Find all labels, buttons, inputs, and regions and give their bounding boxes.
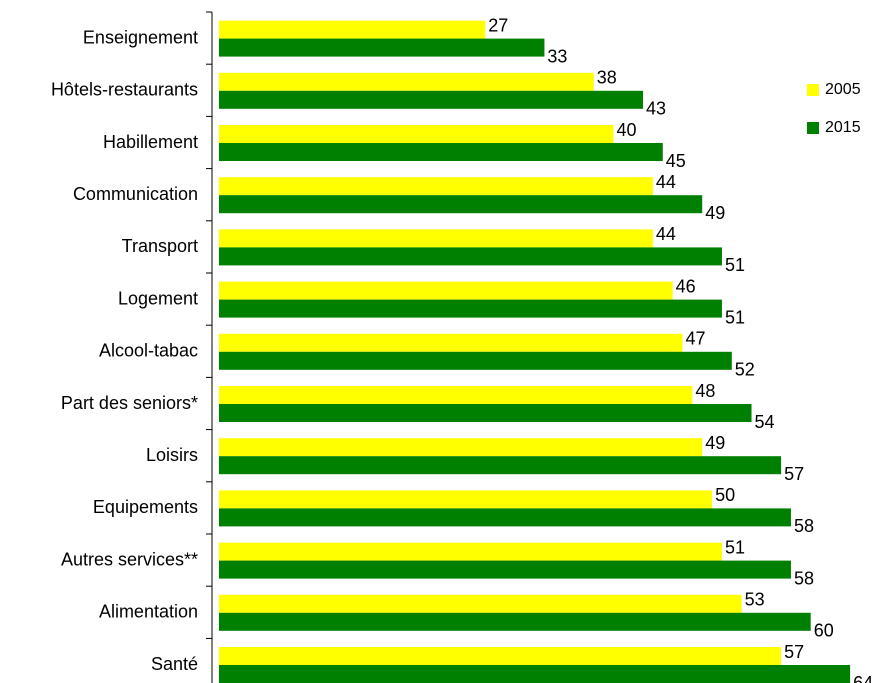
category-label: Autres services** <box>61 549 198 569</box>
category-label: Transport <box>122 236 198 256</box>
bar <box>219 299 722 318</box>
bar <box>219 594 742 613</box>
value-label: 49 <box>705 433 725 453</box>
value-label: 64 <box>853 673 873 683</box>
value-label: 51 <box>725 255 745 275</box>
bar <box>219 247 722 266</box>
legend-swatch <box>807 122 819 134</box>
value-label: 58 <box>794 516 814 536</box>
bar <box>219 72 594 91</box>
category-label: Alcool-tabac <box>99 341 198 361</box>
category-label: Logement <box>118 288 198 308</box>
category-label: Santé <box>151 654 198 674</box>
value-label: 54 <box>755 412 775 432</box>
bar <box>219 386 693 404</box>
bar <box>219 125 614 143</box>
bar <box>219 90 644 109</box>
bar <box>219 508 791 527</box>
value-label: 51 <box>725 307 745 327</box>
value-label: 50 <box>715 485 735 505</box>
value-label: 48 <box>695 381 715 401</box>
value-label: 47 <box>685 329 705 349</box>
bar <box>219 456 782 475</box>
category-label: Alimentation <box>99 602 198 622</box>
bar <box>219 281 673 300</box>
legend-swatch <box>807 84 819 96</box>
bar <box>219 20 486 39</box>
value-label: 40 <box>616 120 636 140</box>
value-label: 46 <box>676 276 696 296</box>
bar <box>219 38 545 57</box>
bar <box>219 177 653 196</box>
value-label: 45 <box>666 151 686 171</box>
bar <box>219 438 703 457</box>
category-label: Equipements <box>93 497 198 517</box>
bar <box>219 665 851 683</box>
category-label: Part des seniors* <box>61 393 198 413</box>
bar <box>219 143 663 161</box>
bar <box>219 647 782 665</box>
value-label: 43 <box>646 99 666 119</box>
legend-label: 2015 <box>825 119 861 136</box>
bar <box>219 229 653 248</box>
category-label: Habillement <box>103 132 198 152</box>
bar <box>219 560 791 579</box>
value-label: 57 <box>784 464 804 484</box>
value-label: 44 <box>656 224 676 244</box>
bar <box>219 490 713 509</box>
value-label: 52 <box>735 360 755 380</box>
value-label: 58 <box>794 568 814 588</box>
bar <box>219 612 811 631</box>
value-label: 44 <box>656 172 676 192</box>
bar <box>219 404 752 422</box>
value-label: 60 <box>814 621 834 641</box>
value-label: 53 <box>745 590 765 610</box>
value-label: 57 <box>784 642 804 662</box>
bar <box>219 195 703 214</box>
value-label: 49 <box>705 203 725 223</box>
bar <box>219 542 722 561</box>
bar <box>219 333 683 352</box>
category-label: Enseignement <box>83 27 198 47</box>
value-label: 27 <box>488 15 508 35</box>
category-label: Communication <box>73 184 198 204</box>
value-label: 33 <box>547 46 567 66</box>
category-label: Loisirs <box>146 445 198 465</box>
legend-label: 2005 <box>825 81 861 98</box>
value-label: 38 <box>597 68 617 88</box>
category-label: Hôtels-restaurants <box>51 80 198 100</box>
bar <box>219 351 732 370</box>
value-label: 51 <box>725 537 745 557</box>
